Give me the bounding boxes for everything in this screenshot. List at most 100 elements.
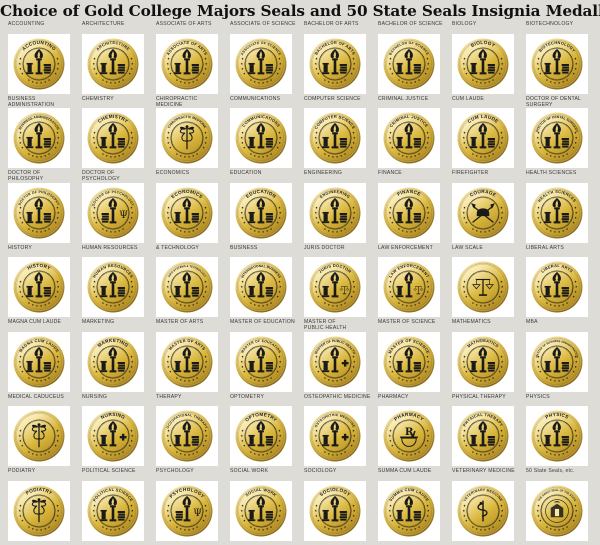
seal-tile[interactable]: OPTOMETRY [230, 406, 292, 466]
seal-tile[interactable]: FINANCE [378, 182, 440, 243]
seal-tile[interactable] [452, 257, 514, 317]
seal-tile[interactable]: BUSINESS ADMINISTRATION [8, 108, 70, 168]
seal-tile[interactable]: ASSOCIATE OF SCIENCE [230, 33, 292, 94]
seal-tile[interactable]: PODIATRY [8, 480, 70, 541]
seal-cell[interactable]: FIREFIGHTER COURAGE [447, 170, 521, 245]
seal-tile[interactable]: MARKETING [82, 331, 144, 392]
seal-tile[interactable]: CHIROPRACTIC MEDICINE [156, 108, 218, 168]
seal-tile[interactable]: INFO SYSTEMS & TECHNOLOGY [156, 257, 218, 317]
seal-cell[interactable]: & TECHNOLOGY INFO SYSTEMS & TECHNOLOGY [151, 245, 225, 320]
seal-cell[interactable]: DOCTOR OF PHILOSOPHY DOCTOR OF PHILOSOPHY [3, 170, 77, 245]
seal-tile[interactable]: LIBERAL ARTS [526, 257, 588, 317]
seal-cell[interactable]: MARKETING MARKETING [77, 319, 151, 394]
seal-cell[interactable]: ASSOCIATE OF ARTS ASSOCIATE OF ARTS [151, 21, 225, 96]
seal-tile[interactable]: SOCIAL WORK [230, 480, 292, 541]
seal-cell[interactable]: ASSOCIATE OF SCIENCE ASSOCIATE OF SCIENCE [225, 21, 299, 96]
seal-tile[interactable]: ECONOMICS [156, 182, 218, 243]
seal-cell[interactable]: MATHEMATICS MATHEMATICS [447, 319, 521, 394]
seal-cell[interactable]: FINANCE FINANCE [373, 170, 447, 245]
seal-cell[interactable]: BACHELOR OF ARTS BACHELOR OF ARTS [299, 21, 373, 96]
seal-cell[interactable]: LAW ENFORCEMENT LAW ENFORCEMENT [373, 245, 447, 320]
seal-cell[interactable]: LAW SCALE [447, 245, 521, 320]
seal-tile[interactable]: PSYCHOLOGY Ψ [156, 480, 218, 541]
seal-cell[interactable]: 50 State Seals, etc. THE GREAT SEAL OF TH… [521, 468, 595, 543]
seal-cell[interactable]: OPTOMETRY OPTOMETRY [225, 394, 299, 469]
seal-cell[interactable]: HEALTH SCIENCES HEALTH SCIENCES [521, 170, 595, 245]
seal-tile[interactable]: DOCTOR OF PHILOSOPHY [8, 182, 70, 243]
seal-tile[interactable]: ACCOUNTING [8, 33, 70, 94]
seal-cell[interactable]: ACCOUNTING ACCOUNTING [3, 21, 77, 96]
seal-cell[interactable]: DOCTOR OF DENTAL SURGERY DOCTOR OF DENTAL… [521, 96, 595, 171]
seal-cell[interactable]: COMPUTER SCIENCE COMPUTER SCIENCE [299, 96, 373, 171]
seal-cell[interactable]: SOCIAL WORK SOCIAL WORK [225, 468, 299, 543]
seal-cell[interactable]: BUSINESS ADMINISTRATION BUSINESS ADMINIST… [3, 96, 77, 171]
seal-tile[interactable]: CUM LAUDE [452, 108, 514, 168]
seal-cell[interactable]: MASTER OF EDUCATION MASTER OF EDUCATION [225, 319, 299, 394]
seal-cell[interactable]: OSTEOPATHIC MEDICINE OSTEOPATHIC MEDICINE [299, 394, 373, 469]
seal-cell[interactable]: PODIATRY PODIATRY [3, 468, 77, 543]
seal-cell[interactable]: BACHELOR OF SCIENCE BACHELOR OF SCIENCE [373, 21, 447, 96]
seal-cell[interactable]: CHEMISTRY CHEMISTRY [77, 96, 151, 171]
seal-cell[interactable]: CHIROPRACTIC MEDICINE CHIROPRACTIC MEDICI… [151, 96, 225, 171]
seal-tile[interactable]: BACHELOR OF ARTS [304, 33, 366, 94]
seal-cell[interactable]: LIBERAL ARTS LIBERAL ARTS [521, 245, 595, 320]
seal-tile[interactable]: HEALTH SCIENCES [526, 182, 588, 243]
seal-cell[interactable]: MBA MASTER OF BUSINESS ADMINISTRATION [521, 319, 595, 394]
seal-tile[interactable]: BIOTECHNOLOGY [526, 33, 588, 94]
seal-tile[interactable]: ARCHITECTURE [82, 33, 144, 94]
seal-tile[interactable]: MASTER OF BUSINESS ADMINISTRATION [526, 331, 588, 392]
seal-cell[interactable]: NURSING NURSING [77, 394, 151, 469]
seal-cell[interactable]: ENGINEERING ENGINEERING [299, 170, 373, 245]
seal-tile[interactable]: ASSOCIATE OF ARTS [156, 33, 218, 94]
seal-cell[interactable]: ARCHITECTURE ARCHITECTURE [77, 21, 151, 96]
seal-tile[interactable]: THE GREAT SEAL OF THE STATE [526, 480, 588, 541]
seal-tile[interactable]: MAGNA CUM LAUDE [8, 331, 70, 392]
seal-cell[interactable]: MASTER OF ARTS MASTER OF ARTS [151, 319, 225, 394]
seal-tile[interactable]: MASTER OF PUBLIC HEALTH [304, 331, 366, 392]
seal-cell[interactable]: PHYSICAL THERAPY PHYSICAL THERAPY [447, 394, 521, 469]
seal-cell[interactable]: DOCTOR OF PSYCHOLOGY DOCTOR OF PSYCHOLOGY… [77, 170, 151, 245]
seal-cell[interactable]: BIOTECHNOLOGY BIOTECHNOLOGY [521, 21, 595, 96]
seal-cell[interactable]: VETERINARY MEDICINE VETERINARY MEDICINE [447, 468, 521, 543]
seal-tile[interactable]: COMMUNICATIONS [230, 108, 292, 168]
seal-tile[interactable]: DOCTOR OF DENTAL SURGERY [526, 108, 588, 168]
seal-tile[interactable]: JURIS DOCTOR [304, 257, 366, 317]
seal-tile[interactable]: COURAGE [452, 182, 514, 243]
seal-tile[interactable]: CRIMINAL JUSTICE [378, 108, 440, 168]
seal-tile[interactable]: SOCIOLOGY [304, 480, 366, 541]
seal-tile[interactable]: INTERNATIONAL BUSINESS [230, 257, 292, 317]
seal-cell[interactable]: HISTORY HISTORY [3, 245, 77, 320]
seal-cell[interactable]: EDUCATION EDUCATION [225, 170, 299, 245]
seal-cell[interactable]: JURIS DOCTOR JURIS DOCTOR [299, 245, 373, 320]
seal-tile[interactable]: COMPUTER SCIENCE [304, 108, 366, 168]
seal-tile[interactable]: ENGINEERING [304, 182, 366, 243]
seal-tile[interactable]: VETERINARY MEDICINE [452, 480, 514, 541]
seal-cell[interactable]: HUMAN RESOURCES HUMAN RESOURCES [77, 245, 151, 320]
seal-tile[interactable]: MASTER OF SCIENCE [378, 331, 440, 392]
seal-cell[interactable]: MASTER OF PUBLIC HEALTH MASTER OF PUBLIC … [299, 319, 373, 394]
seal-cell[interactable]: PSYCHOLOGY PSYCHOLOGY Ψ [151, 468, 225, 543]
seal-tile[interactable]: MASTER OF EDUCATION [230, 331, 292, 392]
seal-tile[interactable]: LAW ENFORCEMENT [378, 257, 440, 317]
seal-cell[interactable]: MASTER OF SCIENCE MASTER OF SCIENCE [373, 319, 447, 394]
seal-cell[interactable]: POLITICAL SCIENCE POLITICAL SCIENCE [77, 468, 151, 543]
seal-tile[interactable]: PHYSICAL THERAPY [452, 406, 514, 466]
seal-cell[interactable]: CRIMINAL JUSTICE CRIMINAL JUSTICE [373, 96, 447, 171]
seal-tile[interactable]: MASTER OF ARTS [156, 331, 218, 392]
seal-tile[interactable]: POLITICAL SCIENCE [82, 480, 144, 541]
seal-tile[interactable]: CHEMISTRY [82, 108, 144, 168]
seal-tile[interactable]: BACHELOR OF SCIENCE [378, 33, 440, 94]
seal-cell[interactable]: SUMMA CUM LAUDE SUMMA CUM LAUDE [373, 468, 447, 543]
seal-cell[interactable]: BUSINESS INTERNATIONAL BUSINESS [225, 245, 299, 320]
seal-cell[interactable]: THERAPY OCCUPATIONAL THERAPY [151, 394, 225, 469]
seal-cell[interactable]: BIOLOGY BIOLOGY [447, 21, 521, 96]
seal-tile[interactable]: BIOLOGY [452, 33, 514, 94]
seal-tile[interactable]: MATHEMATICS [452, 331, 514, 392]
seal-cell[interactable]: SOCIOLOGY SOCIOLOGY [299, 468, 373, 543]
seal-cell[interactable]: PHYSICS PHYSICS [521, 394, 595, 469]
seal-tile[interactable]: NURSING [82, 406, 144, 466]
seal-cell[interactable]: MEDICAL CADUCEUS [3, 394, 77, 469]
seal-tile[interactable]: OSTEOPATHIC MEDICINE [304, 406, 366, 466]
